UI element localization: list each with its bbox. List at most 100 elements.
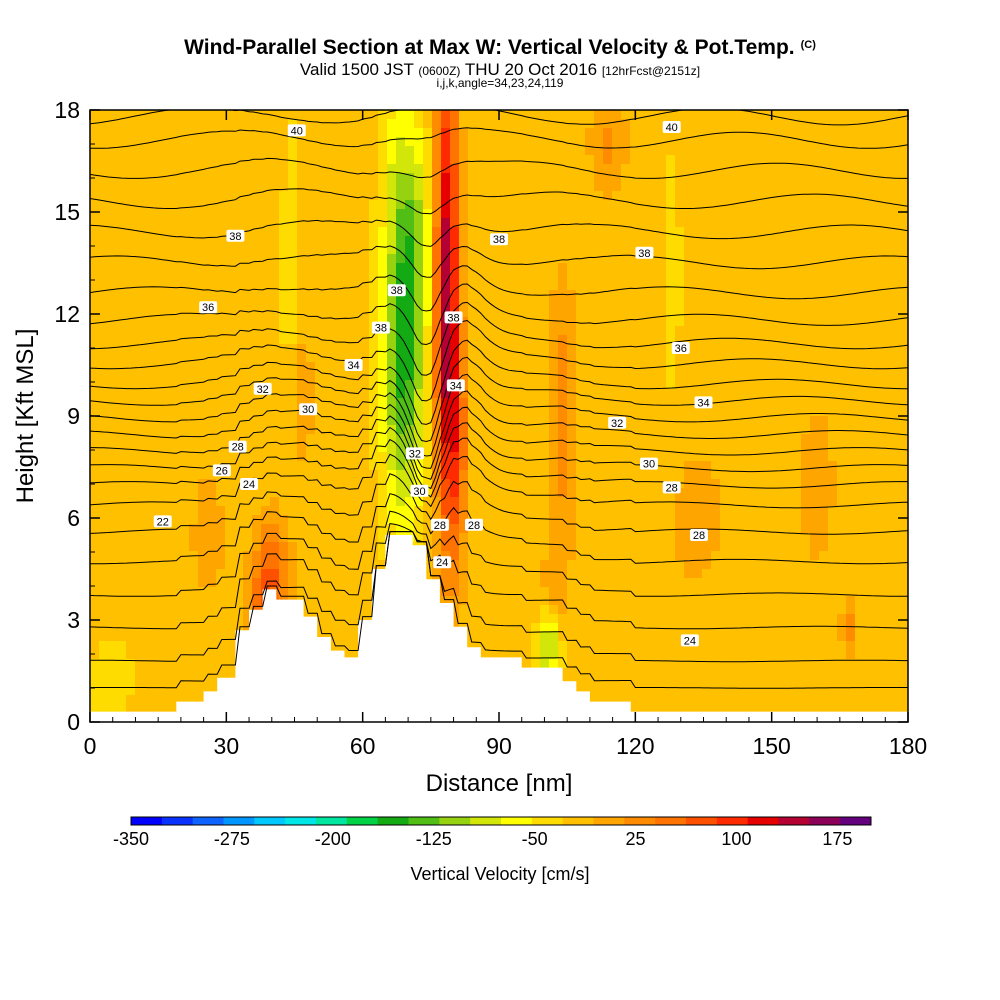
heatmap-cell <box>171 272 181 282</box>
heatmap-cell <box>513 515 523 525</box>
heatmap-cell <box>216 110 226 120</box>
heatmap-cell <box>468 263 478 273</box>
heatmap-cell <box>90 488 100 498</box>
heatmap-cell <box>720 479 730 489</box>
heatmap-cell <box>513 218 523 228</box>
heatmap-cell <box>531 299 541 309</box>
heatmap-cell <box>648 533 658 543</box>
heatmap-cell <box>396 380 406 390</box>
heatmap-cell <box>297 272 307 282</box>
heatmap-cell <box>765 236 775 246</box>
heatmap-cell <box>864 254 874 264</box>
heatmap-cell <box>90 308 100 318</box>
heatmap-cell <box>873 182 883 192</box>
heatmap-cell <box>234 299 244 309</box>
heatmap-cell <box>666 263 676 273</box>
heatmap-cell <box>702 452 712 462</box>
heatmap-cell <box>369 164 379 174</box>
heatmap-cell <box>261 425 271 435</box>
heatmap-cell <box>891 542 901 552</box>
heatmap-cell <box>171 326 181 336</box>
heatmap-cell <box>225 515 235 525</box>
heatmap-cell <box>738 569 748 579</box>
heatmap-cell <box>702 587 712 597</box>
heatmap-cell <box>153 218 163 228</box>
heatmap-cell <box>738 335 748 345</box>
heatmap-cell <box>252 542 262 552</box>
heatmap-cell <box>639 137 649 147</box>
heatmap-cell <box>333 497 343 507</box>
heatmap-cell <box>783 416 793 426</box>
heatmap-cell <box>684 416 694 426</box>
heatmap-cell <box>333 290 343 300</box>
heatmap-cell <box>324 506 334 516</box>
heatmap-cell <box>495 128 505 138</box>
heatmap-cell <box>225 119 235 129</box>
heatmap-cell <box>567 110 577 120</box>
heatmap-cell <box>603 443 613 453</box>
heatmap-cell <box>585 371 595 381</box>
heatmap-cell <box>315 344 325 354</box>
heatmap-cell <box>900 524 908 534</box>
heatmap-cell <box>522 533 532 543</box>
heatmap-cell <box>639 290 649 300</box>
heatmap-cell <box>414 110 424 120</box>
heatmap-cell <box>504 524 514 534</box>
heatmap-cell <box>837 524 847 534</box>
heatmap-cell <box>234 461 244 471</box>
heatmap-cell <box>189 281 199 291</box>
heatmap-cell <box>396 272 406 282</box>
heatmap-cell <box>405 389 415 399</box>
heatmap-cell <box>765 335 775 345</box>
heatmap-cell <box>666 407 676 417</box>
heatmap-cell <box>594 569 604 579</box>
heatmap-cell <box>180 569 190 579</box>
heatmap-cell <box>189 290 199 300</box>
heatmap-cell <box>234 560 244 570</box>
heatmap-cell <box>630 200 640 210</box>
heatmap-cell <box>900 164 908 174</box>
heatmap-cell <box>306 245 316 255</box>
heatmap-cell <box>180 371 190 381</box>
heatmap-cell <box>621 227 631 237</box>
heatmap-cell <box>756 236 766 246</box>
heatmap-cell <box>603 236 613 246</box>
heatmap-cell <box>126 254 136 264</box>
heatmap-cell <box>270 398 280 408</box>
heatmap-cell <box>261 182 271 192</box>
heatmap-cell <box>729 146 739 156</box>
heatmap-cell <box>315 299 325 309</box>
heatmap-cell <box>279 218 289 228</box>
heatmap-cell <box>648 524 658 534</box>
heatmap-cell <box>801 227 811 237</box>
heatmap-cell <box>279 344 289 354</box>
heatmap-cell <box>342 389 352 399</box>
heatmap-cell <box>216 524 226 534</box>
heatmap-cell <box>108 218 118 228</box>
heatmap-cell <box>873 254 883 264</box>
heatmap-cell <box>531 164 541 174</box>
heatmap-cell <box>207 578 217 588</box>
heatmap-cell <box>846 524 856 534</box>
heatmap-cell <box>216 425 226 435</box>
heatmap-cell <box>648 479 658 489</box>
heatmap-cell <box>783 344 793 354</box>
heatmap-cell <box>486 173 496 183</box>
heatmap-cell <box>666 371 676 381</box>
heatmap-cell <box>423 155 433 165</box>
heatmap-cell <box>441 245 451 255</box>
heatmap-cell <box>279 425 289 435</box>
heatmap-cell <box>477 290 487 300</box>
heatmap-cell <box>855 551 865 561</box>
heatmap-cell <box>783 434 793 444</box>
heatmap-cell <box>774 146 784 156</box>
heatmap-cell <box>819 479 829 489</box>
heatmap-cell <box>720 515 730 525</box>
heatmap-cell <box>306 389 316 399</box>
heatmap-cell <box>540 407 550 417</box>
heatmap-cell <box>702 389 712 399</box>
heatmap-cell <box>216 551 226 561</box>
heatmap-cell <box>288 326 298 336</box>
heatmap-cell <box>234 164 244 174</box>
heatmap-cell <box>360 173 370 183</box>
